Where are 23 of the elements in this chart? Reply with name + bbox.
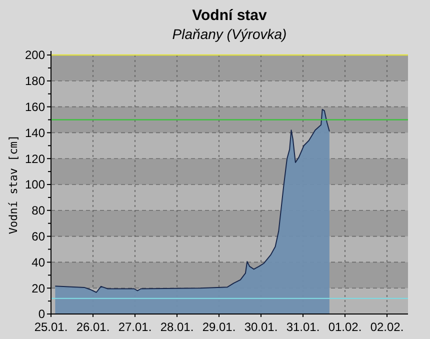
x-tick-label: 28.01.: [160, 320, 194, 334]
y-tick-label: 140: [24, 126, 46, 140]
x-tick-label: 01.02.: [328, 320, 362, 334]
y-tick-label: 40: [32, 255, 46, 270]
x-tick-label: 31.01.: [286, 320, 320, 334]
x-tick-label: 30.01.: [244, 320, 278, 334]
x-tick-label: 26.01.: [76, 320, 110, 334]
y-tick-label: 180: [24, 74, 46, 88]
y-tick-label: 0: [38, 307, 46, 322]
y-axis-title: Vodní stav [cm]: [7, 134, 20, 234]
chart-title: Vodní stav: [192, 7, 268, 24]
x-tick-label: 25.01.: [34, 320, 68, 334]
y-tick-label: 60: [32, 230, 46, 244]
chart-subtitle: Plaňany (Výrovka): [172, 26, 287, 42]
y-tick-label: 200: [24, 48, 46, 62]
y-tick-label: 100: [24, 178, 46, 192]
x-tick-label: 02.02.: [370, 320, 404, 334]
y-tick-label: 120: [24, 152, 46, 166]
y-tick-label: 160: [24, 100, 46, 114]
y-tick-label: 20: [32, 281, 46, 296]
x-tick-label: 29.01.: [202, 320, 236, 334]
x-tick-label: 27.01.: [118, 320, 152, 334]
y-tick-label: 80: [32, 204, 46, 218]
